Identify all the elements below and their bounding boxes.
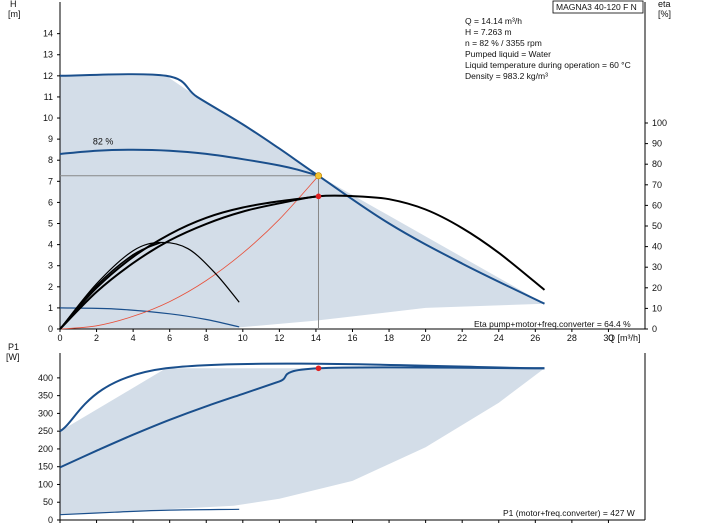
x-tick-label: 16 [347,333,357,343]
x-tick-label: 20 [421,333,431,343]
y-tick-label: 10 [43,113,53,123]
model-label: MAGNA3 40-120 F N [556,2,637,12]
y2-tick-label: 100 [652,118,667,128]
y2-tick-label: 70 [652,180,662,190]
x-axis-label: Q [m³/h] [608,333,641,343]
y-tick-label: 13 [43,50,53,60]
eta-82-curve [59,195,319,330]
y-tick-label: 7 [48,176,53,186]
y2-tick-label: 60 [652,200,662,210]
y-tick-label: 4 [48,240,53,250]
y2-tick-label: 90 [652,139,662,149]
p1-y-tick-label: 250 [38,426,53,436]
y-tick-label: 9 [48,134,53,144]
operating-area [60,75,545,329]
y-tick-label: 8 [48,155,53,165]
y-tick-label: 3 [48,261,53,271]
max-speed-curve [59,73,545,305]
x-tick-label: 14 [311,333,321,343]
power-area [60,368,545,515]
x-tick-label: 22 [457,333,467,343]
info-line: H = 7.263 m [465,27,512,37]
p1-y-tick-label: 200 [38,444,53,454]
x-tick-label: 18 [384,333,394,343]
p1-y-tick-label: 350 [38,391,53,401]
y-tick-label: 5 [48,219,53,229]
y2-tick-label: 80 [652,159,662,169]
duty-point-head [314,172,322,180]
p1-axis-unit: [W] [6,352,20,362]
y-axis-unit: [m] [8,9,21,19]
p1-min-curve [59,508,240,516]
p1-axis-label: P1 [8,342,19,352]
y2-axis-label: eta [658,0,671,9]
y2-tick-label: 40 [652,242,662,252]
y2-tick-label: 20 [652,283,662,293]
y2-tick-label: 50 [652,221,662,231]
info-line: Liquid temperature during operation = 60… [465,60,631,70]
y2-tick-label: 30 [652,262,662,272]
y2-axis-unit: [%] [658,9,671,19]
p1-y-tick-label: 100 [38,479,53,489]
power-label: P1 (motor+freq.converter) = 427 W [503,508,635,518]
y2-tick-label: 0 [652,324,657,334]
y-tick-label: 6 [48,197,53,207]
info-line: Q = 14.14 m³/h [465,16,522,26]
duty-point-eta [315,193,322,200]
y-tick-label: 2 [48,282,53,292]
system-curve [59,175,319,330]
x-tick-label: 4 [131,333,136,343]
efficiency-label: Eta pump+motor+freq.converter = 64.4 % [474,319,631,329]
y-tick-label: 14 [43,29,53,39]
p1-y-tick-label: 0 [48,515,53,525]
x-tick-label: 0 [57,333,62,343]
x-tick-label: 8 [204,333,209,343]
x-tick-label: 26 [530,333,540,343]
y-tick-label: 11 [44,92,53,102]
p1-y-tick-label: 50 [43,497,53,507]
x-tick-label: 6 [167,333,172,343]
x-tick-label: 24 [494,333,504,343]
y-axis-label: H [10,0,17,9]
info-line: Pumped liquid = Water [465,49,551,59]
info-line: n = 82 % / 3355 rpm [465,38,542,48]
y-tick-label: 0 [48,324,53,334]
x-tick-label: 2 [94,333,99,343]
y2-tick-label: 10 [652,303,662,313]
speed-82-curve [59,148,319,177]
y-tick-label: 12 [43,71,53,81]
p1-y-tick-label: 400 [38,373,53,383]
min-speed-curve [59,307,240,328]
eta-min-curve [59,241,240,330]
p1-duty-point [315,365,322,372]
info-line: Density = 983.2 kg/m³ [465,71,548,81]
p1-y-tick-label: 150 [38,462,53,472]
x-tick-label: 10 [238,333,248,343]
y-tick-label: 1 [48,303,53,313]
x-tick-label: 12 [274,333,284,343]
x-tick-label: 28 [567,333,577,343]
model-label-box [552,0,644,14]
x-tick-label: 30 [603,333,613,343]
p1-82-curve [59,366,545,469]
p1-y-tick-label: 300 [38,408,53,418]
curve-label: 82 % [93,136,114,146]
